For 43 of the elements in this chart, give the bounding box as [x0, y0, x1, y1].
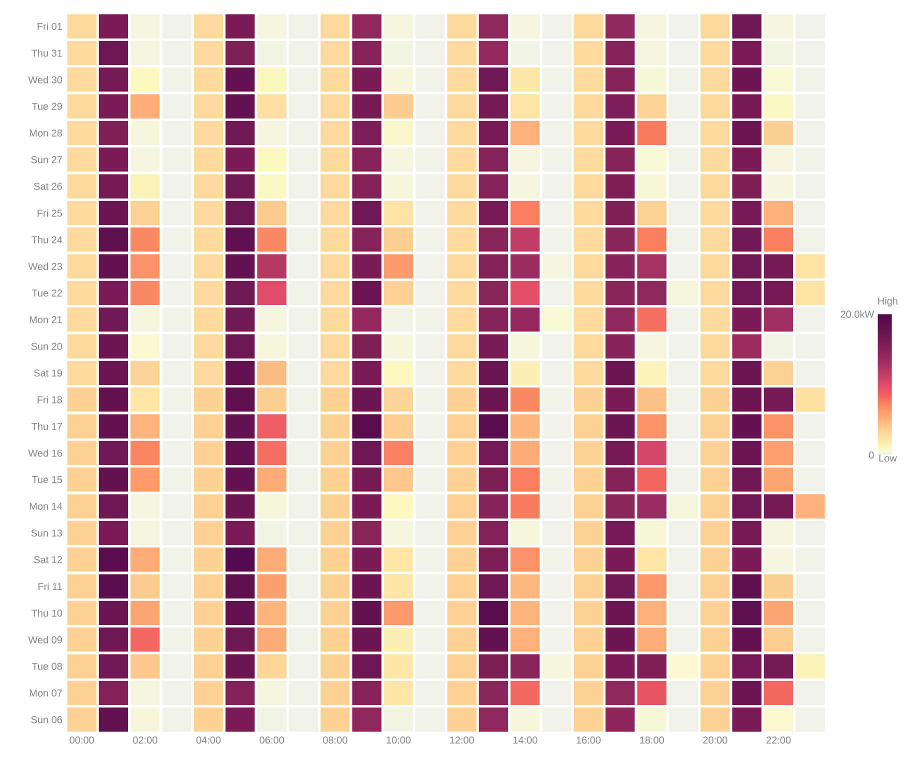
y-tick-label: Wed 23	[28, 262, 62, 270]
x-tick-label: 00:00	[70, 736, 94, 744]
y-tick-label: Fri 25	[38, 209, 62, 217]
y-tick-label: Tue 22	[32, 289, 62, 297]
x-tick-label: 12:00	[450, 736, 474, 744]
y-tick-label: Sun 20	[31, 342, 62, 350]
y-tick-label: Thu 24	[32, 236, 62, 244]
y-tick-label: Thu 31	[32, 49, 62, 57]
x-tick-label: 06:00	[260, 736, 284, 744]
y-tick-label: Mon 14	[30, 502, 62, 510]
y-tick-label: Wed 30	[28, 76, 62, 84]
y-tick-label: Fri 18	[38, 396, 62, 404]
y-tick-label: Wed 09	[28, 636, 62, 644]
y-tick-label: Sat 19	[34, 369, 62, 377]
x-tick-label: 02:00	[133, 736, 158, 744]
x-tick-label: 16:00	[576, 736, 601, 744]
x-tick-label: 14:00	[513, 736, 538, 744]
y-tick-label: Tue 29	[32, 102, 62, 110]
text: Low	[879, 454, 897, 462]
x-tick-label: 10:00	[386, 736, 411, 744]
x-tick-label: 22:00	[766, 736, 791, 744]
y-tick-label: Mon 28	[30, 129, 62, 137]
color-bar-label: 0	[868, 452, 874, 459]
color-bar-label: 20.0kW	[840, 310, 874, 318]
y-tick-label: Sat 26	[34, 182, 62, 190]
y-tick-label: Mon 21	[30, 316, 62, 324]
y-tick-label: Sun 27	[31, 156, 62, 164]
text: High	[878, 297, 898, 307]
x-tick-label: 04:00	[196, 736, 221, 744]
y-tick-label: Sat 12	[34, 556, 62, 564]
y-tick-label: Thu 17	[32, 422, 62, 430]
y-tick-label: Tue 15	[32, 476, 62, 484]
y-tick-label: Thu 10	[32, 609, 62, 617]
y-tick-label: Sun 06	[31, 716, 62, 724]
y-tick-label: Fri 01	[38, 22, 62, 30]
y-tick-label: Tue 08	[32, 662, 62, 670]
y-tick-label: Sun 13	[31, 529, 62, 537]
x-tick-label: 20:00	[703, 736, 728, 744]
x-tick-label: 18:00	[640, 736, 664, 744]
y-tick-label: Wed 16	[28, 449, 62, 457]
y-tick-label: Fri 11	[38, 582, 62, 590]
y-tick-label: Mon 07	[30, 689, 62, 697]
x-tick-label: 08:00	[323, 736, 348, 744]
